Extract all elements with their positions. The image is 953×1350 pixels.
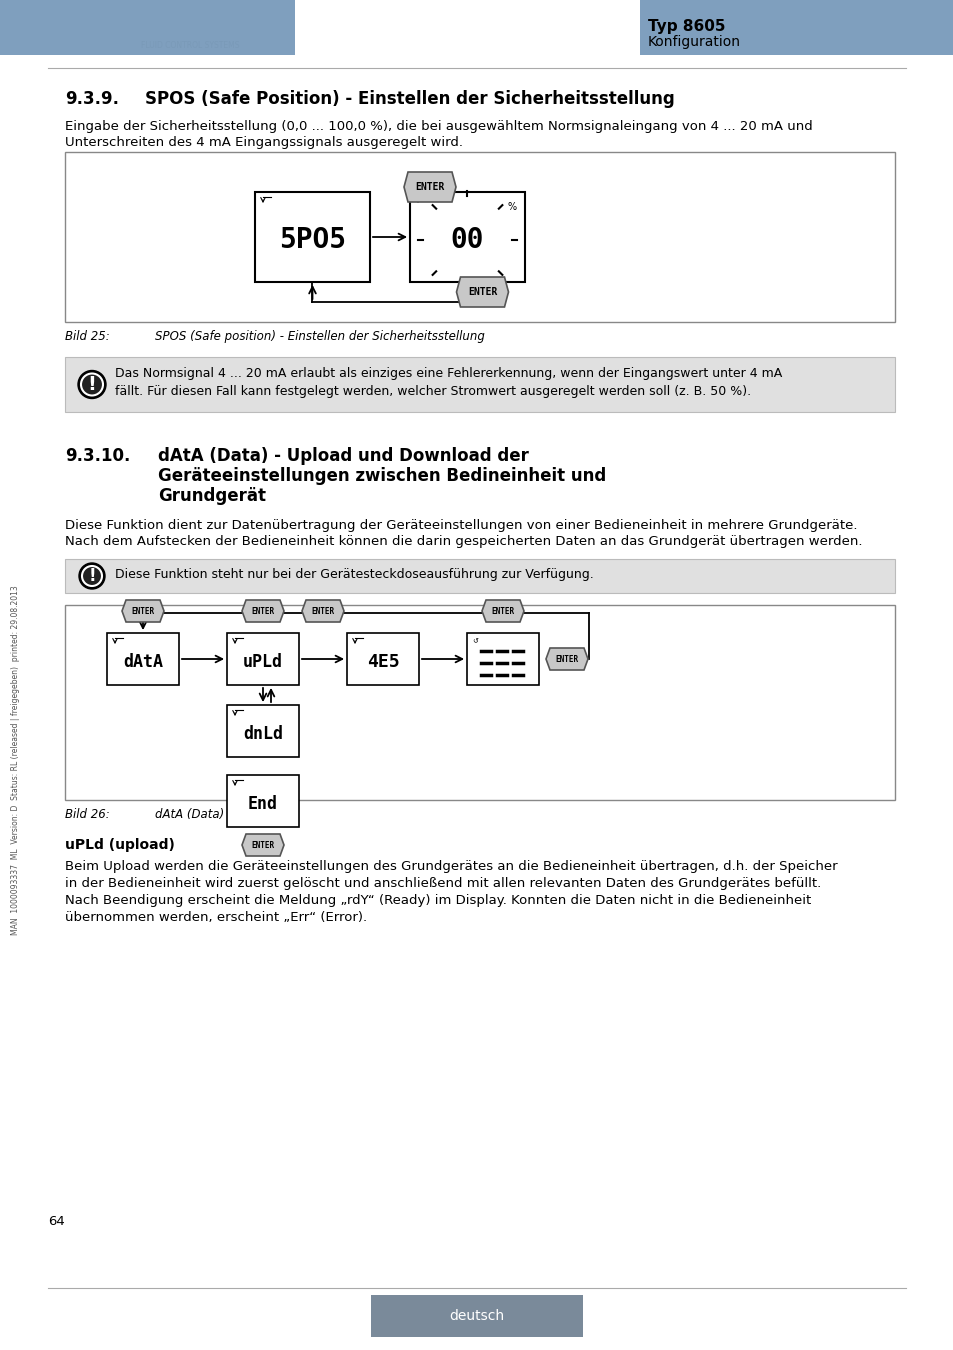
FancyBboxPatch shape	[227, 633, 298, 684]
Text: Das Normsignal 4 ... 20 mA erlaubt als einziges eine Fehlererkennung, wenn der E: Das Normsignal 4 ... 20 mA erlaubt als e…	[115, 367, 781, 379]
Polygon shape	[456, 277, 508, 306]
FancyBboxPatch shape	[410, 192, 524, 282]
Text: uPLd: uPLd	[243, 653, 283, 671]
Text: ENTER: ENTER	[252, 606, 274, 616]
Text: Bild 26:: Bild 26:	[65, 809, 110, 821]
Polygon shape	[242, 834, 284, 856]
FancyBboxPatch shape	[227, 775, 298, 828]
Text: übernommen werden, erscheint „Err“ (Error).: übernommen werden, erscheint „Err“ (Erro…	[65, 911, 367, 923]
Text: 64: 64	[48, 1215, 65, 1228]
Text: uPLd (upload): uPLd (upload)	[65, 838, 174, 852]
FancyBboxPatch shape	[467, 633, 538, 684]
Text: !: !	[88, 375, 96, 394]
Text: Diese Funktion steht nur bei der Gerätesteckdoseausführung zur Verfügung.: Diese Funktion steht nur bei der Gerätes…	[115, 568, 593, 580]
Text: 4E5: 4E5	[366, 653, 399, 671]
Polygon shape	[302, 599, 344, 622]
Text: Konfiguration: Konfiguration	[647, 35, 740, 49]
Circle shape	[81, 374, 103, 396]
FancyBboxPatch shape	[65, 559, 894, 593]
FancyBboxPatch shape	[347, 633, 418, 684]
Text: 9.3.9.: 9.3.9.	[65, 90, 119, 108]
Text: Eingabe der Sicherheitsstellung (0,0 ... 100,0 %), die bei ausgewähltem Normsign: Eingabe der Sicherheitsstellung (0,0 ...…	[65, 120, 812, 134]
Text: dnLd: dnLd	[243, 725, 283, 743]
FancyBboxPatch shape	[254, 192, 370, 282]
Polygon shape	[122, 599, 164, 622]
Polygon shape	[481, 599, 523, 622]
Polygon shape	[403, 171, 456, 202]
Text: 5PO5: 5PO5	[278, 225, 346, 254]
Text: ENTER: ENTER	[311, 606, 335, 616]
FancyBboxPatch shape	[0, 0, 294, 55]
Text: !: !	[88, 567, 95, 585]
Text: ↺: ↺	[472, 639, 477, 644]
Text: dAtA: dAtA	[123, 653, 163, 671]
FancyBboxPatch shape	[107, 633, 179, 684]
FancyBboxPatch shape	[65, 356, 894, 412]
Circle shape	[79, 563, 105, 589]
Text: ENTER: ENTER	[467, 288, 497, 297]
Text: Diese Funktion dient zur Datenübertragung der Geräteeinstellungen von einer Bedi: Diese Funktion dient zur Datenübertragun…	[65, 518, 857, 532]
FancyBboxPatch shape	[65, 605, 894, 801]
Text: 9.3.10.: 9.3.10.	[65, 447, 131, 464]
Text: %: %	[507, 202, 517, 212]
Text: End: End	[248, 795, 277, 813]
Text: FLUID CONTROL SYSTEMS: FLUID CONTROL SYSTEMS	[141, 42, 239, 50]
Text: Geräteeinstellungen zwischen Bedineinheit und: Geräteeinstellungen zwischen Bedineinhei…	[158, 467, 605, 485]
Text: Nach Beendigung erscheint die Meldung „rdY“ (Ready) im Display. Konnten die Date: Nach Beendigung erscheint die Meldung „r…	[65, 894, 810, 907]
Text: ENTER: ENTER	[491, 606, 514, 616]
Text: ENTER: ENTER	[555, 655, 578, 663]
Text: SPOS (Safe position) - Einstellen der Sicherheitsstellung: SPOS (Safe position) - Einstellen der Si…	[154, 329, 484, 343]
Text: Unterschreiten des 4 mA Eingangssignals ausgeregelt wird.: Unterschreiten des 4 mA Eingangssignals …	[65, 136, 462, 148]
Text: Typ 8605: Typ 8605	[647, 19, 724, 34]
Polygon shape	[242, 599, 284, 622]
FancyBboxPatch shape	[65, 153, 894, 323]
Text: deutsch: deutsch	[449, 1310, 504, 1323]
Text: Grundgerät: Grundgerät	[158, 487, 266, 505]
Circle shape	[78, 370, 106, 398]
Text: bürkert: bürkert	[146, 23, 233, 43]
Text: MAN  1000093337  ML  Version: D  Status: RL (released | freigegeben)  printed: 2: MAN 1000093337 ML Version: D Status: RL …	[11, 585, 20, 934]
Text: SPOS (Safe Position) - Einstellen der Sicherheitsstellung: SPOS (Safe Position) - Einstellen der Si…	[145, 90, 674, 108]
Text: ENTER: ENTER	[252, 841, 274, 849]
Circle shape	[82, 566, 102, 586]
Text: Nach dem Aufstecken der Bedieneinheit können die darin gespeicherten Daten an da: Nach dem Aufstecken der Bedieneinheit kö…	[65, 535, 862, 548]
Text: ENTER: ENTER	[132, 606, 154, 616]
Text: ENTER: ENTER	[415, 182, 444, 192]
FancyBboxPatch shape	[371, 1295, 582, 1336]
Text: 00: 00	[450, 225, 484, 254]
FancyBboxPatch shape	[639, 0, 953, 55]
Text: Bild 25:: Bild 25:	[65, 329, 110, 343]
Text: fällt. Für diesen Fall kann festgelegt werden, welcher Stromwert ausgeregelt wer: fällt. Für diesen Fall kann festgelegt w…	[115, 385, 750, 398]
Text: dAtA (Data): dAtA (Data)	[154, 809, 224, 821]
Text: dAtA (Data) - Upload und Download der: dAtA (Data) - Upload und Download der	[158, 447, 528, 464]
Text: in der Bedieneinheit wird zuerst gelöscht und anschließend mit allen relevanten : in der Bedieneinheit wird zuerst gelösch…	[65, 878, 821, 890]
Text: Beim Upload werden die Geräteeinstellungen des Grundgerätes an die Bedieneinheit: Beim Upload werden die Geräteeinstellung…	[65, 860, 837, 873]
FancyBboxPatch shape	[227, 705, 298, 757]
Polygon shape	[545, 648, 587, 670]
